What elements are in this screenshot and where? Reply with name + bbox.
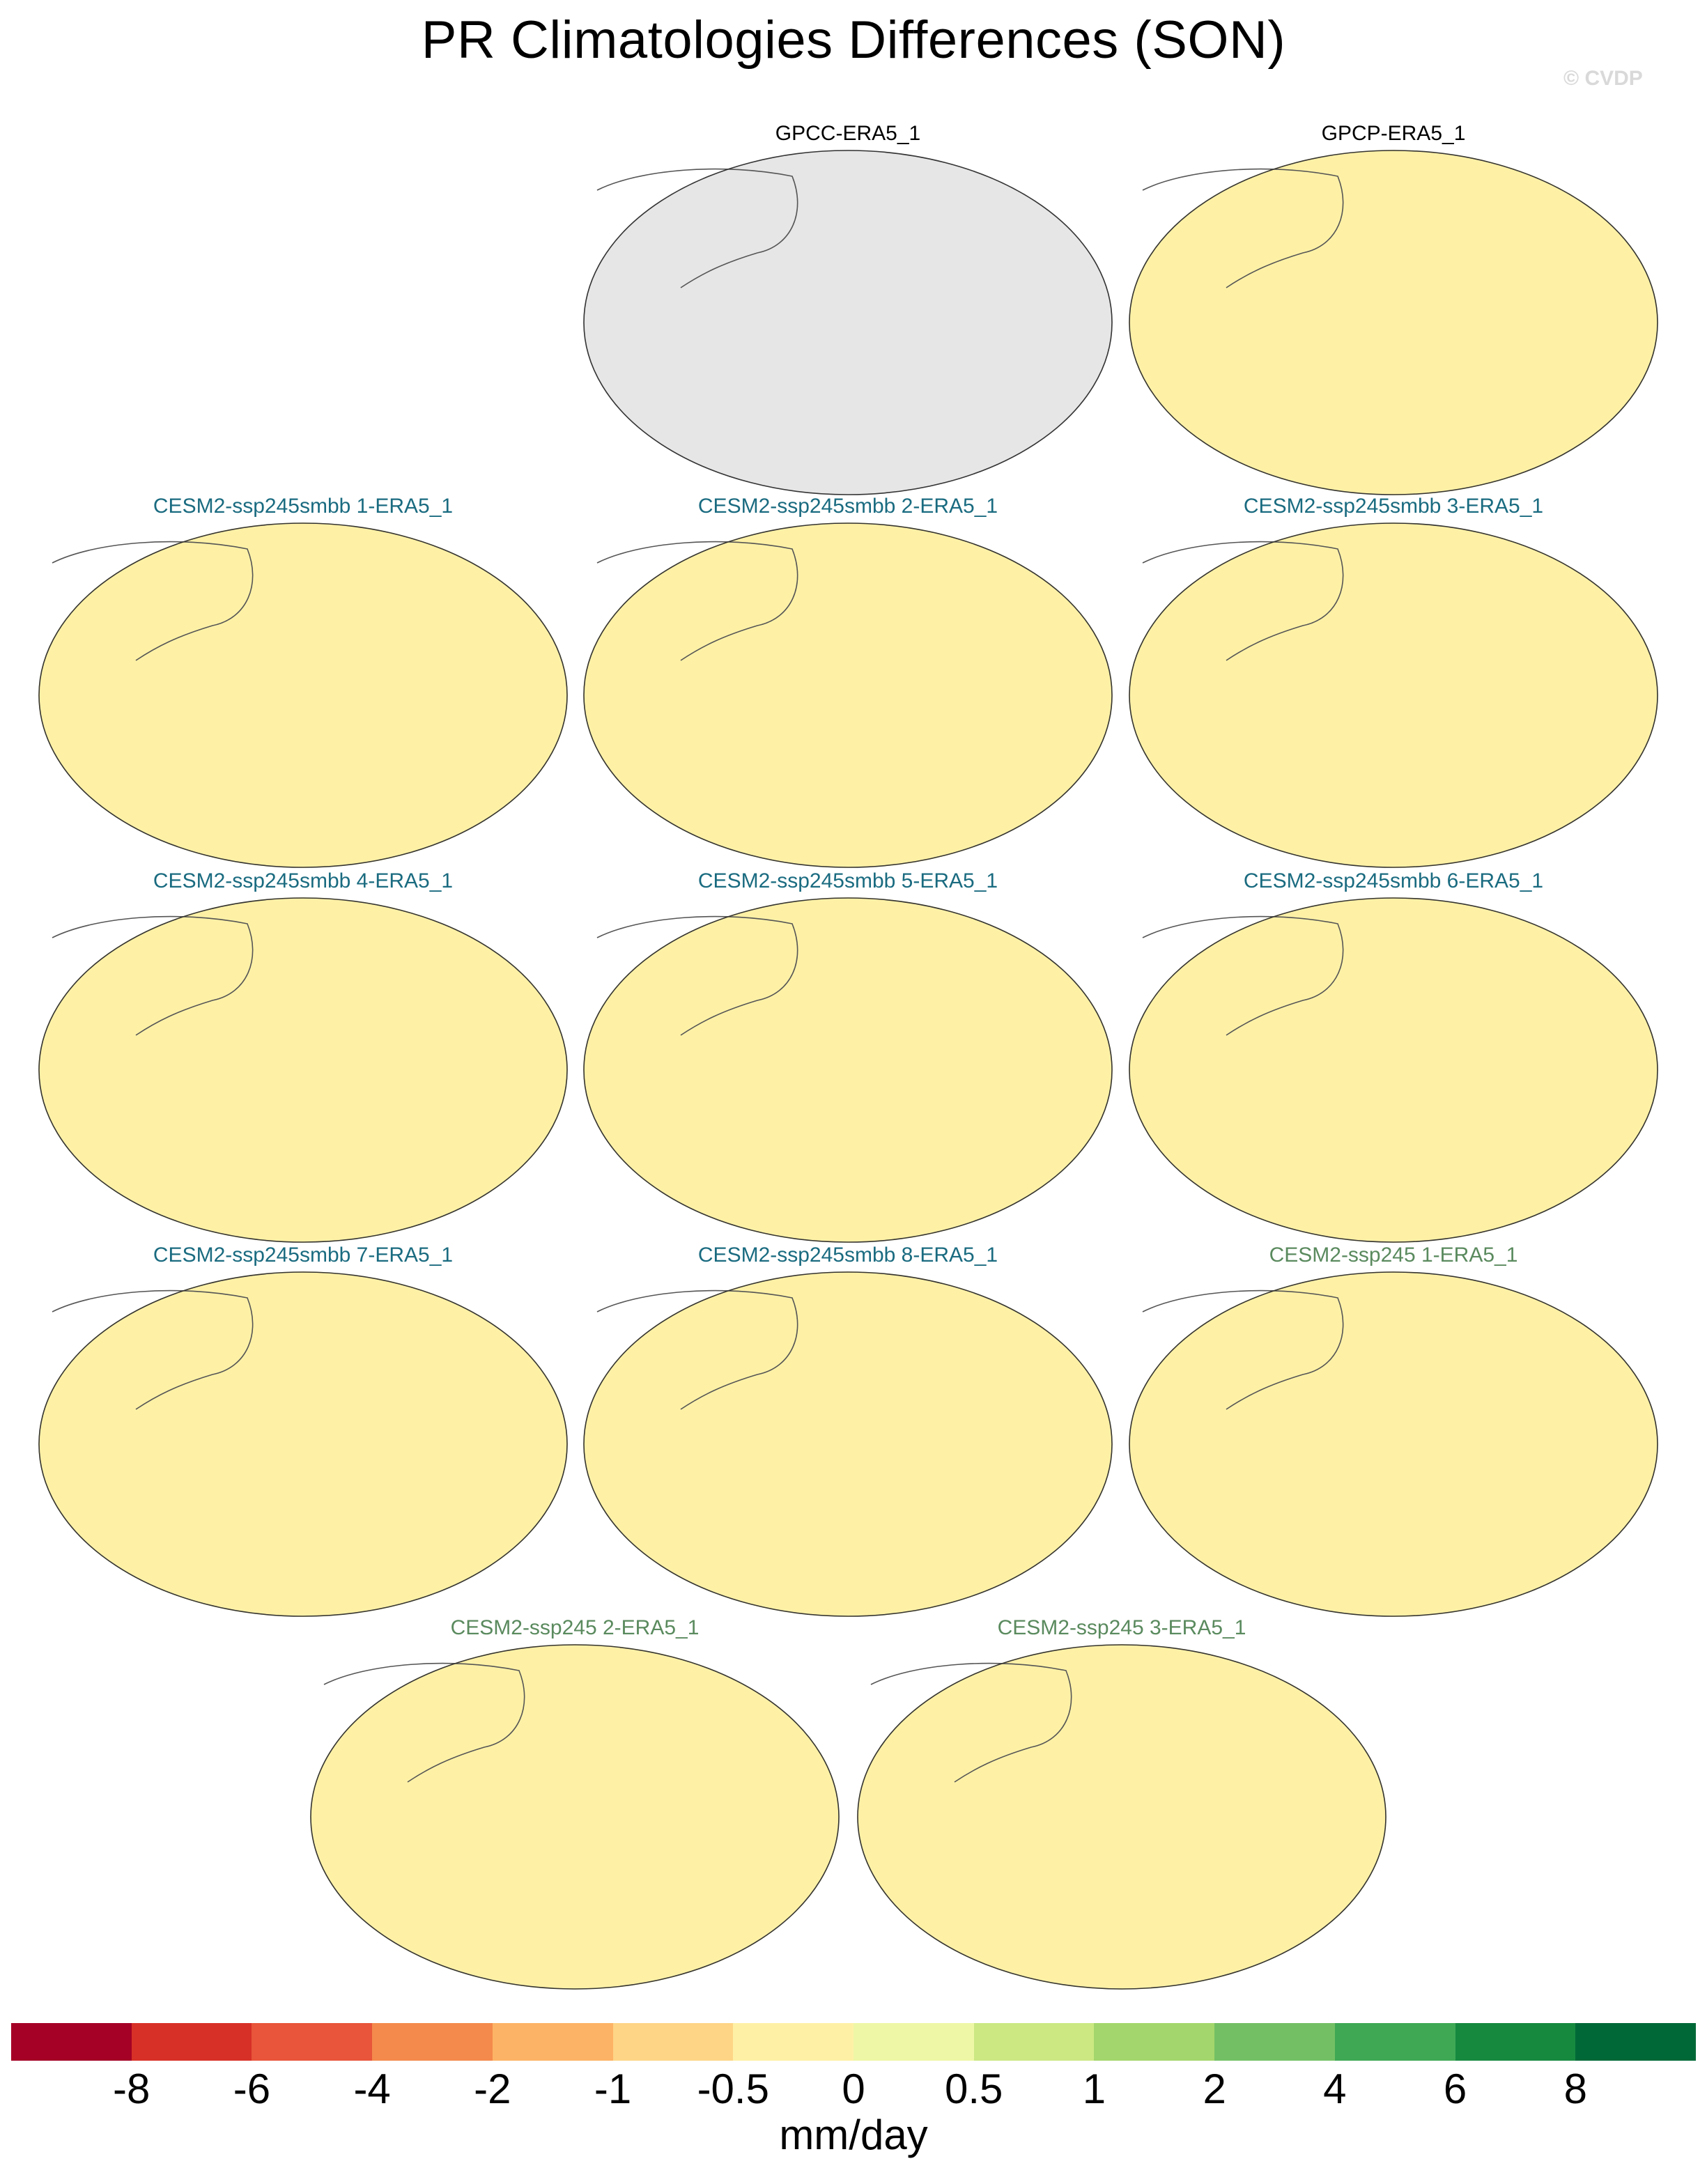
colorbar-tick-label: -0.5 bbox=[697, 2066, 769, 2112]
colorbar-tick-label: 4 bbox=[1323, 2066, 1347, 2112]
robinson-map bbox=[1129, 522, 1658, 868]
colorbar-tick-labels: -8 -6 -4 -2 -1 -0.5 0 0.5 1 2 4 6 8 bbox=[0, 2061, 1707, 2116]
colorbar-swatch bbox=[1334, 2023, 1456, 2061]
colorbar-tick-label: -2 bbox=[474, 2066, 511, 2112]
map-panel: GPCP-ERA5_1 bbox=[1125, 122, 1662, 498]
colorbar-tick-label: -8 bbox=[113, 2066, 150, 2112]
map-panel-title: CESM2-ssp245 2-ERA5_1 bbox=[450, 1616, 700, 1639]
robinson-map bbox=[583, 150, 1113, 495]
colorbar-swatch bbox=[1575, 2023, 1697, 2061]
colorbar-tick-label: 1 bbox=[1082, 2066, 1106, 2112]
map-panel-title: CESM2-ssp245smbb 3-ERA5_1 bbox=[1243, 495, 1544, 518]
colorbar-swatch bbox=[854, 2023, 975, 2061]
colorbar-swatch bbox=[252, 2023, 373, 2061]
robinson-map bbox=[583, 1271, 1113, 1617]
map-panel: CESM2-ssp245 3-ERA5_1 bbox=[854, 1616, 1390, 1992]
map-panel-title: GPCP-ERA5_1 bbox=[1321, 122, 1466, 145]
map-panel-title: CESM2-ssp245smbb 8-ERA5_1 bbox=[697, 1244, 998, 1267]
map-panel-title: CESM2-ssp245smbb 7-ERA5_1 bbox=[153, 1244, 454, 1267]
map-panel: CESM2-ssp245smbb 4-ERA5_1 bbox=[35, 869, 571, 1246]
colorbar-tick-label: 2 bbox=[1203, 2066, 1226, 2112]
colorbar-swatch bbox=[973, 2023, 1095, 2061]
map-panel: CESM2-ssp245smbb 5-ERA5_1 bbox=[580, 869, 1116, 1246]
colorbar-units: mm/day bbox=[779, 2112, 928, 2158]
map-panel-title: CESM2-ssp245smbb 5-ERA5_1 bbox=[697, 869, 998, 892]
robinson-map bbox=[583, 897, 1113, 1243]
map-panel: CESM2-ssp245smbb 8-ERA5_1 bbox=[580, 1244, 1116, 1620]
map-panel-title: CESM2-ssp245smbb 1-ERA5_1 bbox=[153, 495, 454, 518]
colorbar-swatch bbox=[733, 2023, 854, 2061]
map-panel-title: CESM2-ssp245smbb 2-ERA5_1 bbox=[697, 495, 998, 518]
map-panel: CESM2-ssp245smbb 1-ERA5_1 bbox=[35, 495, 571, 871]
robinson-map bbox=[38, 522, 568, 868]
colorbar-swatch bbox=[1455, 2023, 1576, 2061]
map-panel: CESM2-ssp245smbb 2-ERA5_1 bbox=[580, 495, 1116, 871]
map-panel-title: CESM2-ssp245smbb 4-ERA5_1 bbox=[153, 869, 454, 892]
map-panel: CESM2-ssp245smbb 6-ERA5_1 bbox=[1125, 869, 1662, 1246]
robinson-map bbox=[857, 1644, 1387, 1990]
robinson-map bbox=[1129, 897, 1658, 1243]
colorbar-tick-label: 0 bbox=[842, 2066, 865, 2112]
colorbar-tick-label: -4 bbox=[353, 2066, 391, 2112]
colorbar-swatch bbox=[372, 2023, 493, 2061]
map-panel-title: GPCC-ERA5_1 bbox=[775, 122, 921, 145]
colorbar-swatch bbox=[1214, 2023, 1336, 2061]
map-panel-title: CESM2-ssp245smbb 6-ERA5_1 bbox=[1243, 869, 1544, 892]
colorbar-swatch bbox=[492, 2023, 614, 2061]
robinson-map bbox=[38, 897, 568, 1243]
robinson-map bbox=[1129, 1271, 1658, 1617]
robinson-map bbox=[1129, 150, 1658, 495]
colorbar-tick-label: 0.5 bbox=[944, 2066, 1003, 2112]
map-panel: CESM2-ssp245 1-ERA5_1 bbox=[1125, 1244, 1662, 1620]
colorbar-tick-label: 6 bbox=[1443, 2066, 1467, 2112]
map-panel: CESM2-ssp245smbb 7-ERA5_1 bbox=[35, 1244, 571, 1620]
robinson-map bbox=[583, 522, 1113, 868]
robinson-map bbox=[38, 1271, 568, 1617]
colorbar-tick-label: -6 bbox=[233, 2066, 271, 2112]
page-title: PR Climatologies Differences (SON) bbox=[421, 10, 1286, 70]
colorbar-swatch bbox=[131, 2023, 252, 2061]
colorbar-swatch bbox=[612, 2023, 734, 2061]
cvdp-watermark: © CVDP bbox=[1563, 67, 1643, 90]
map-panel: CESM2-ssp245 2-ERA5_1 bbox=[307, 1616, 843, 1992]
map-panel-title: CESM2-ssp245 1-ERA5_1 bbox=[1269, 1244, 1518, 1267]
colorbar-swatch bbox=[1094, 2023, 1215, 2061]
map-panel: GPCC-ERA5_1 bbox=[580, 122, 1116, 498]
map-panel-title: CESM2-ssp245 3-ERA5_1 bbox=[997, 1616, 1246, 1639]
map-panel: CESM2-ssp245smbb 3-ERA5_1 bbox=[1125, 495, 1662, 871]
colorbar bbox=[11, 2023, 1697, 2061]
colorbar-tick-label: -1 bbox=[594, 2066, 632, 2112]
colorbar-swatch bbox=[11, 2023, 132, 2061]
colorbar-tick-label: 8 bbox=[1563, 2066, 1587, 2112]
robinson-map bbox=[310, 1644, 840, 1990]
